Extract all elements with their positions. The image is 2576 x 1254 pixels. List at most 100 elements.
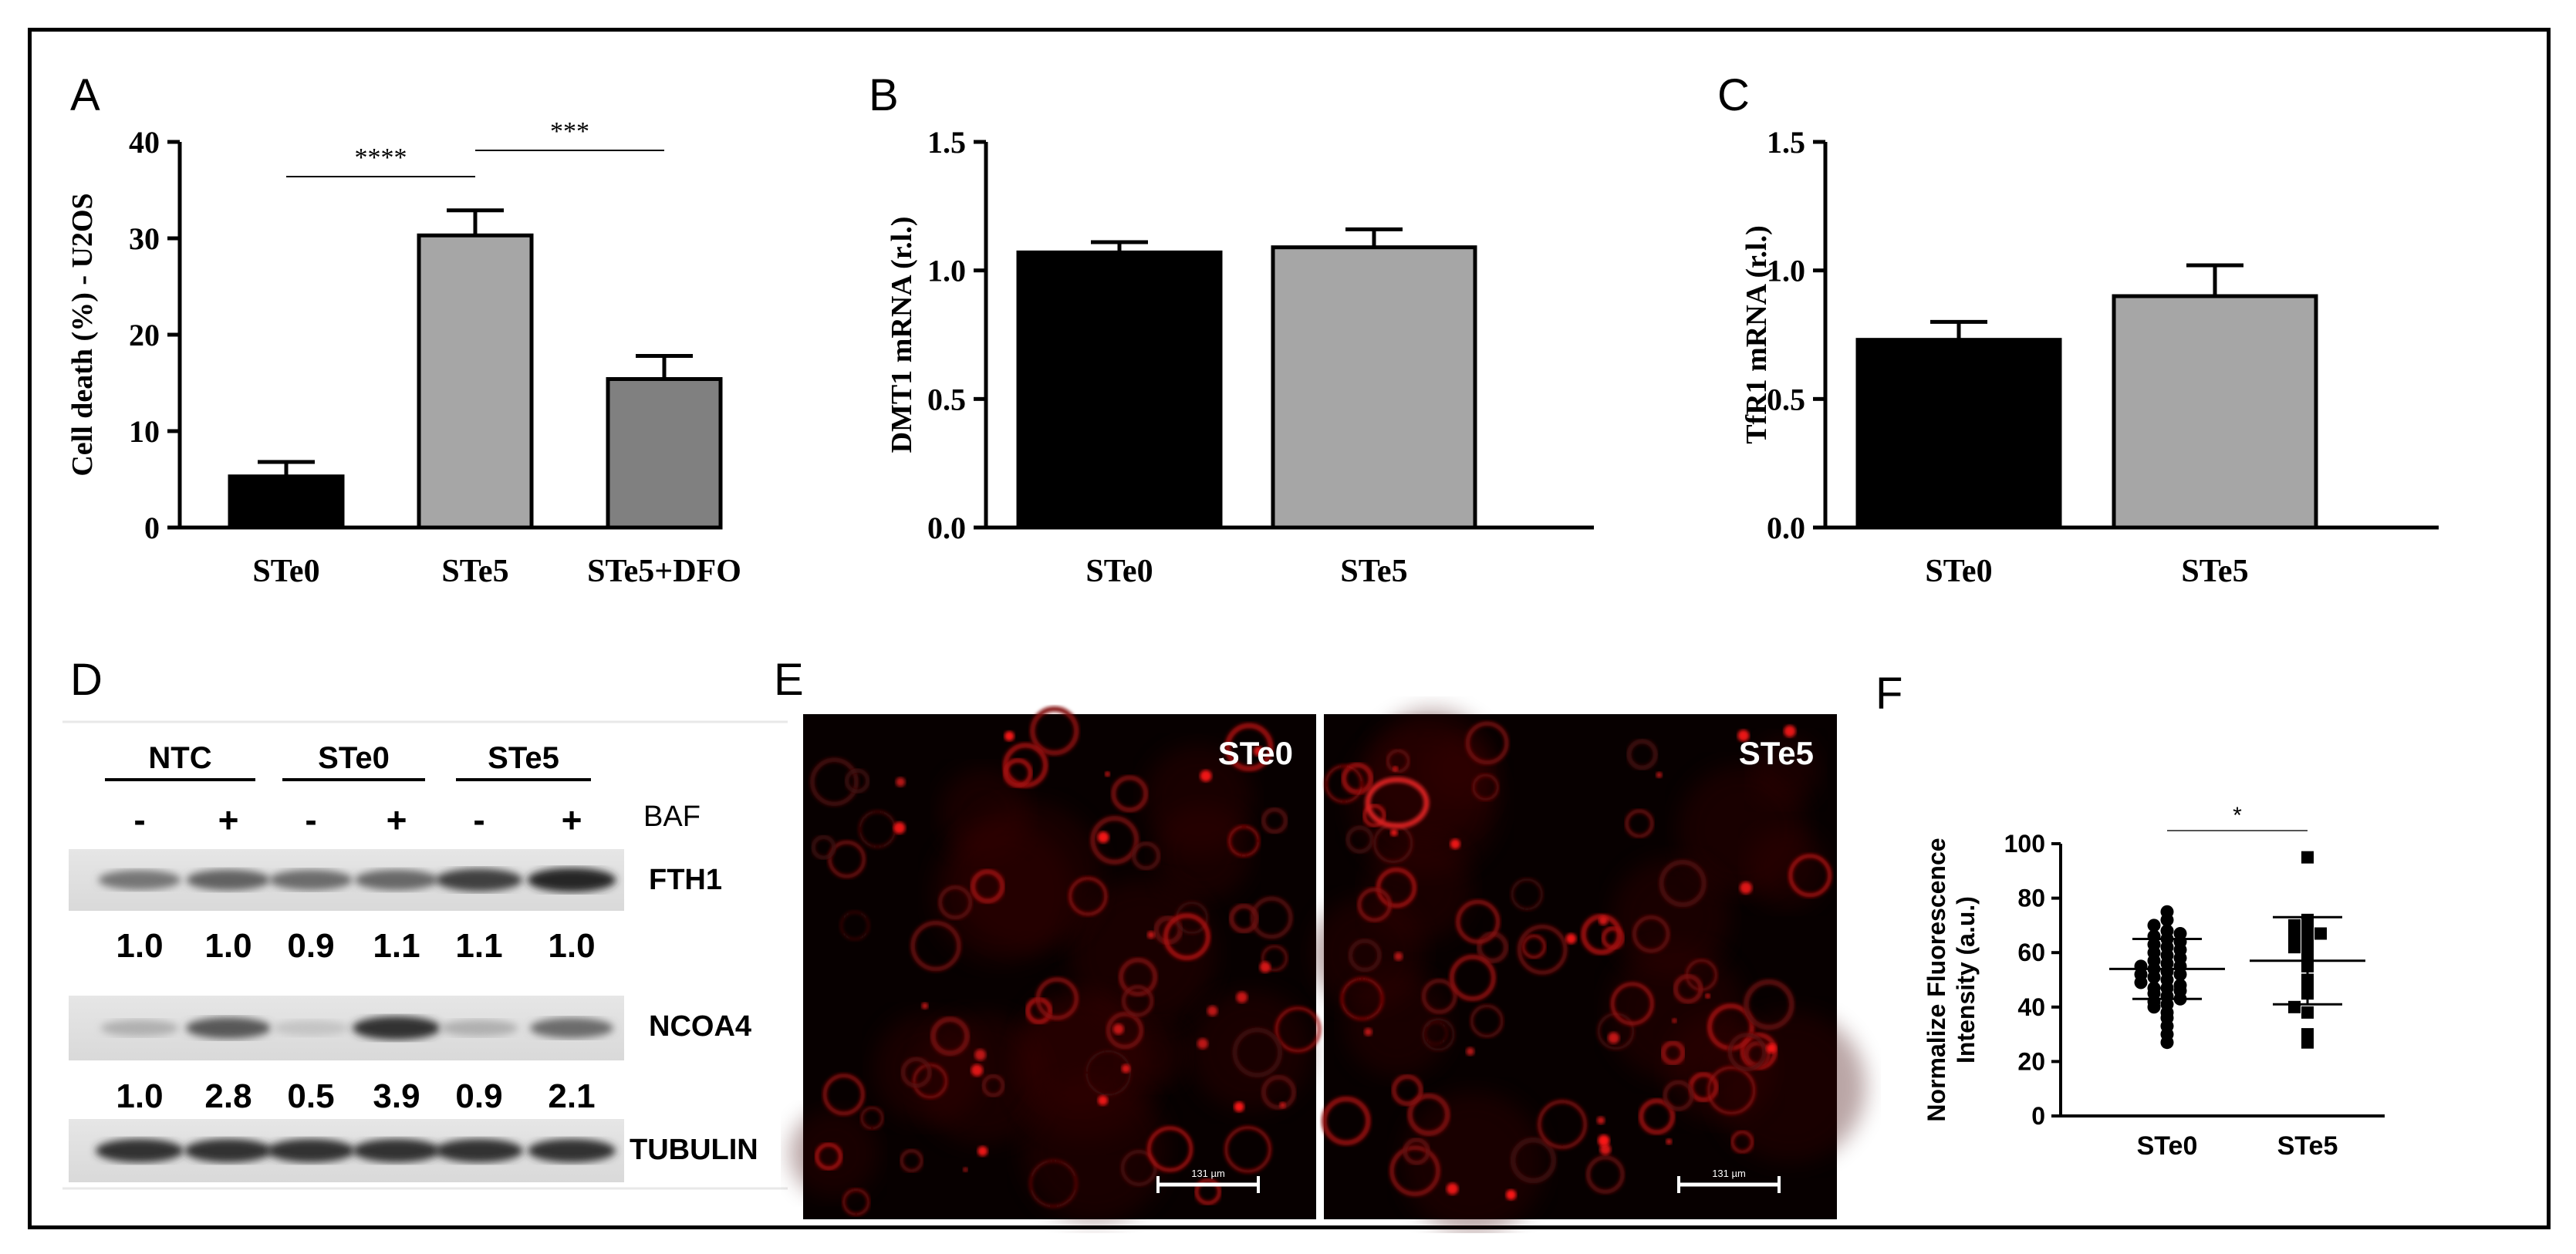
- cell-glow: [917, 1013, 1048, 1144]
- fluorescent-punctum: [1259, 961, 1271, 973]
- blot-band: [96, 1138, 184, 1163]
- y-tick-label: 1.5: [927, 125, 966, 160]
- cell-ring: [1510, 1137, 1557, 1184]
- fluorescent-punctum: [1784, 725, 1796, 737]
- fluorescent-punctum: [1147, 931, 1155, 939]
- cell-ring: [1610, 982, 1654, 1026]
- cell-ring: [1121, 985, 1154, 1017]
- micrograph-label: STe0: [1218, 735, 1293, 771]
- blot-band: [269, 869, 353, 891]
- micrograph-label: STe5: [1739, 735, 1814, 771]
- cell-ring: [1120, 1149, 1157, 1187]
- blot-quant: 2.1: [548, 1077, 595, 1115]
- cell-ring: [1003, 757, 1033, 788]
- blot-band: [354, 869, 439, 891]
- y-axis-label: Normalize Fluorescence: [1923, 838, 1950, 1121]
- cell-ring: [1673, 973, 1703, 1004]
- cell-ring: [1341, 762, 1374, 795]
- micrographs: STe0 131 µm STe5 131 µm: [789, 706, 1866, 1233]
- blot-band: [435, 868, 523, 892]
- cell-ring: [1261, 945, 1288, 972]
- cell-ring: [842, 1188, 870, 1216]
- cell-ring: [912, 1064, 948, 1099]
- cell-ring: [1228, 903, 1259, 934]
- blot-quant: 1.1: [455, 927, 502, 965]
- cell-ring: [1421, 1017, 1455, 1051]
- cell-ring: [1472, 774, 1500, 801]
- data-point: [2173, 979, 2187, 993]
- cell-ring: [1659, 859, 1707, 908]
- cell-ring: [1163, 913, 1210, 961]
- y-tick-label: 0: [2031, 1102, 2045, 1130]
- blot-quant: 3.9: [373, 1077, 420, 1115]
- cell-ring: [1386, 749, 1410, 774]
- scale-bar-label: 131 µm: [1191, 1168, 1225, 1179]
- cell-ring: [1362, 804, 1386, 828]
- cell-ring: [938, 885, 973, 920]
- cell-glow: [1367, 710, 1497, 839]
- x-tick-label: STe0: [1925, 554, 1992, 589]
- cell-ring: [1119, 957, 1158, 996]
- cell-ring: [1449, 954, 1496, 1002]
- blot-quant: 0.5: [287, 1077, 334, 1115]
- fluorescent-punctum: [1393, 766, 1398, 772]
- cell-ring: [1517, 925, 1568, 975]
- cell-ring: [1090, 815, 1139, 865]
- x-tick-label: STe5: [2277, 1131, 2338, 1161]
- baf-sign: -: [305, 800, 316, 840]
- blot-band: [435, 1138, 523, 1163]
- cell-ring: [1274, 1006, 1321, 1053]
- cell-glow: [1751, 735, 1821, 805]
- fluorescent-punctum: [1097, 1095, 1109, 1106]
- cell-ring: [1743, 979, 1794, 1030]
- x-tick-label: STe5+DFO: [587, 554, 741, 589]
- cell-ring: [1340, 977, 1384, 1020]
- cell-ring: [815, 1142, 843, 1171]
- fluorescent-punctum: [1656, 771, 1663, 778]
- fluorescent-punctum: [1364, 1027, 1372, 1037]
- baf-sign: +: [562, 800, 582, 840]
- fluorescent-punctum: [963, 1167, 968, 1172]
- cell-ring: [1663, 1080, 1694, 1111]
- y-axis-label: DMT1 mRNA (r.l.): [886, 217, 918, 453]
- cell-ring: [822, 1074, 865, 1116]
- cell-ring: [1194, 1178, 1222, 1205]
- cell-ring: [1035, 977, 1079, 1020]
- baf-sign: -: [133, 800, 145, 840]
- significance-label: ***: [550, 117, 589, 146]
- baf-sign: -: [473, 800, 484, 840]
- y-tick-label: 0.5: [927, 382, 966, 416]
- panel-letter-f: F: [1875, 669, 1902, 719]
- blot-band: [440, 1020, 518, 1037]
- cell-ring: [1423, 1020, 1448, 1046]
- fluorescent-punctum: [1672, 1018, 1677, 1023]
- cell-glow: [1608, 944, 1744, 1081]
- cell-ring: [1470, 1004, 1504, 1038]
- y-tick-label: 100: [2004, 830, 2045, 858]
- cell-ring: [1030, 706, 1079, 756]
- fluorescent-punctum: [1390, 828, 1398, 837]
- fluorescent-punctum: [1599, 915, 1609, 925]
- fluorescent-punctum: [1112, 1023, 1124, 1035]
- y-tick-label: 30: [129, 221, 160, 256]
- fluorescent-punctum: [1207, 1005, 1218, 1016]
- cell-ring: [1391, 1074, 1423, 1107]
- fluorescent-punctum: [1097, 831, 1109, 844]
- cell-glow: [789, 1109, 879, 1198]
- blot-band: [353, 1138, 441, 1163]
- y-tick-label: 1.0: [927, 254, 966, 288]
- group-label: STe0: [318, 741, 390, 775]
- cell-ring: [1325, 764, 1363, 804]
- x-tick-label: STe5: [2181, 554, 2248, 589]
- blot-band: [186, 1017, 271, 1039]
- cell-ring: [1224, 723, 1274, 772]
- data-point: [2301, 1006, 2314, 1019]
- cell-ring: [1029, 1159, 1078, 1208]
- fluorescent-punctum: [1197, 1038, 1208, 1050]
- data-point: [2160, 924, 2174, 938]
- bar: [1271, 245, 1477, 530]
- data-point: [2160, 905, 2174, 919]
- cell-ring: [1106, 1011, 1144, 1050]
- chart-a: 0 10 20 30 40 Cell death (%) - U2OS STe0 STe5 ST…: [66, 117, 741, 589]
- data-point: [2134, 959, 2148, 973]
